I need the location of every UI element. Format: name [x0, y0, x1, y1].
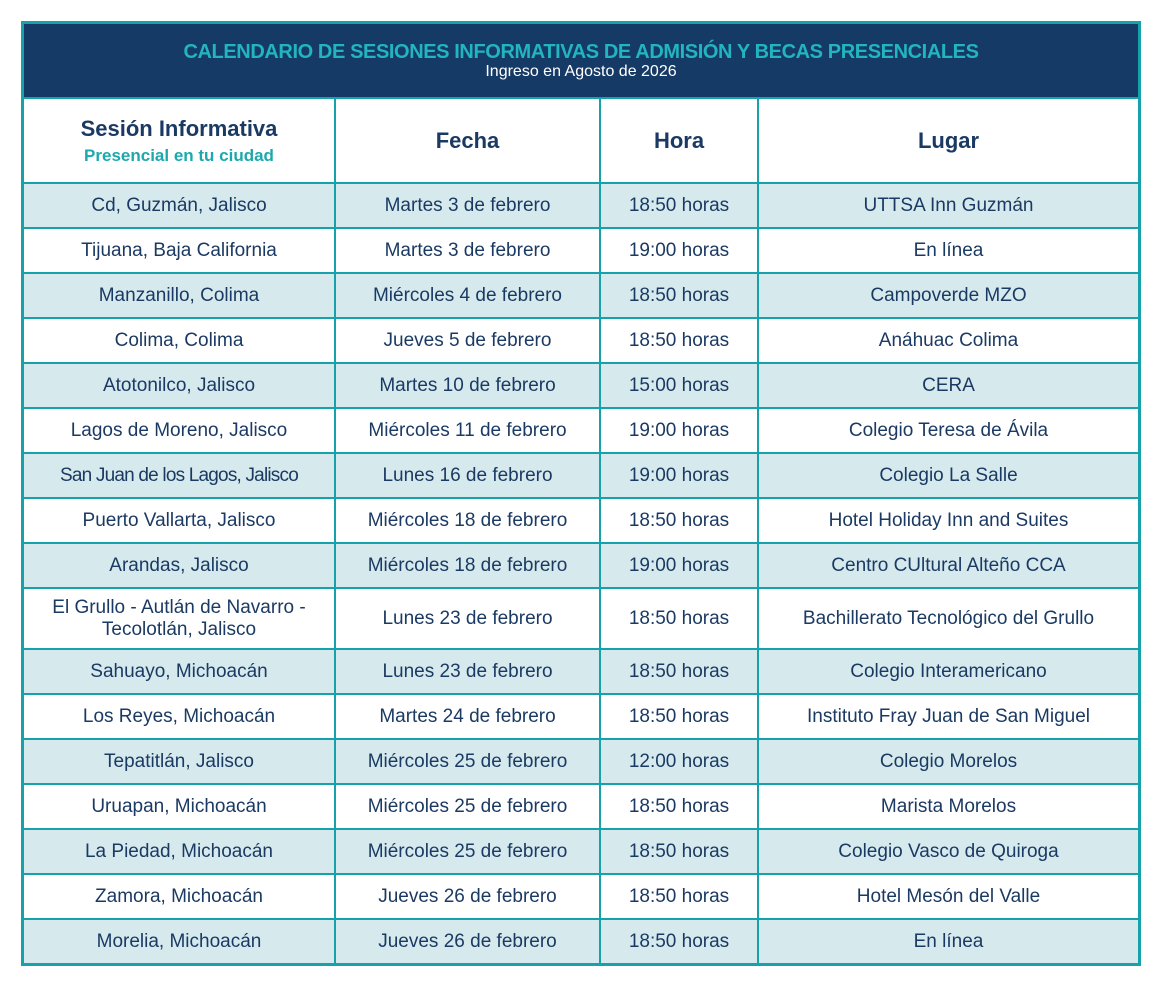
cell-time: 18:50 horas [599, 272, 759, 319]
table-row: Colima, Colima Jueves 5 de febrero 18:50… [24, 317, 1138, 364]
cell-time: 18:50 horas [599, 828, 759, 875]
column-header-place: Lugar [757, 99, 1138, 184]
cell-date: Miércoles 25 de febrero [334, 828, 601, 875]
cell-city: San Juan de los Lagos, Jalisco [24, 452, 336, 499]
cell-city: Cd, Guzmán, Jalisco [24, 182, 336, 229]
cell-city: Uruapan, Michoacán [24, 783, 336, 830]
table-row: La Piedad, Michoacán Miércoles 25 de feb… [24, 828, 1138, 875]
column-header-date: Fecha [334, 99, 601, 184]
cell-time: 18:50 horas [599, 317, 759, 364]
cell-city: Manzanillo, Colima [24, 272, 336, 319]
cell-city: Colima, Colima [24, 317, 336, 364]
cell-place: Colegio Teresa de Ávila [757, 407, 1138, 454]
cell-time: 19:00 horas [599, 227, 759, 274]
cell-time: 18:50 horas [599, 587, 759, 650]
cell-city: Puerto Vallarta, Jalisco [24, 497, 336, 544]
table-row: Tepatitlán, Jalisco Miércoles 25 de febr… [24, 738, 1138, 785]
cell-date: Martes 10 de febrero [334, 362, 601, 409]
cell-place: Campoverde MZO [757, 272, 1138, 319]
table-row: El Grullo - Autlán de Navarro - Tecolotl… [24, 587, 1138, 650]
table-row: Cd, Guzmán, Jalisco Martes 3 de febrero … [24, 182, 1138, 229]
cell-date: Jueves 26 de febrero [334, 918, 601, 963]
column-header-session: Sesión Informativa Presencial en tu ciud… [24, 99, 336, 184]
cell-place: Marista Morelos [757, 783, 1138, 830]
cell-place: Hotel Mesón del Valle [757, 873, 1138, 920]
cell-time: 19:00 horas [599, 407, 759, 454]
cell-time: 18:50 horas [599, 182, 759, 229]
cell-date: Jueves 26 de febrero [334, 873, 601, 920]
table-row: Morelia, Michoacán Jueves 26 de febrero … [24, 918, 1138, 963]
table-row: Arandas, Jalisco Miércoles 18 de febrero… [24, 542, 1138, 589]
cell-time: 12:00 horas [599, 738, 759, 785]
cell-place: Colegio Interamericano [757, 648, 1138, 695]
table-row: Uruapan, Michoacán Miércoles 25 de febre… [24, 783, 1138, 830]
cell-time: 18:50 horas [599, 648, 759, 695]
column-header-session-sublabel: Presencial en tu ciudad [84, 145, 274, 165]
cell-time: 18:50 horas [599, 497, 759, 544]
cell-place: Colegio Morelos [757, 738, 1138, 785]
cell-date: Miércoles 18 de febrero [334, 542, 601, 589]
cell-place: En línea [757, 227, 1138, 274]
cell-date: Martes 24 de febrero [334, 693, 601, 740]
column-header-time: Hora [599, 99, 759, 184]
cell-city: Zamora, Michoacán [24, 873, 336, 920]
table-row: Lagos de Moreno, Jalisco Miércoles 11 de… [24, 407, 1138, 454]
cell-place: Instituto Fray Juan de San Miguel [757, 693, 1138, 740]
cell-date: Jueves 5 de febrero [334, 317, 601, 364]
cell-time: 18:50 horas [599, 783, 759, 830]
cell-date: Miércoles 25 de febrero [334, 783, 601, 830]
cell-city: Sahuayo, Michoacán [24, 648, 336, 695]
cell-time: 19:00 horas [599, 452, 759, 499]
cell-place: Hotel Holiday Inn and Suites [757, 497, 1138, 544]
cell-place: CERA [757, 362, 1138, 409]
cell-city: Tepatitlán, Jalisco [24, 738, 336, 785]
cell-place: Anáhuac Colima [757, 317, 1138, 364]
cell-place: Centro CUltural Alteño CCA [757, 542, 1138, 589]
cell-place: Colegio Vasco de Quiroga [757, 828, 1138, 875]
cell-date: Miércoles 4 de febrero [334, 272, 601, 319]
table-row: Atotonilco, Jalisco Martes 10 de febrero… [24, 362, 1138, 409]
table-header-row: Sesión Informativa Presencial en tu ciud… [24, 99, 1138, 184]
cell-city: Los Reyes, Michoacán [24, 693, 336, 740]
cell-city: El Grullo - Autlán de Navarro - Tecolotl… [24, 587, 336, 650]
cell-date: Miércoles 18 de febrero [334, 497, 601, 544]
cell-time: 18:50 horas [599, 873, 759, 920]
cell-city: La Piedad, Michoacán [24, 828, 336, 875]
cell-place: UTTSA Inn Guzmán [757, 182, 1138, 229]
schedule-title: CALENDARIO DE SESIONES INFORMATIVAS DE A… [183, 41, 979, 63]
table-row: Manzanillo, Colima Miércoles 4 de febrer… [24, 272, 1138, 319]
cell-city: Tijuana, Baja California [24, 227, 336, 274]
table-row: Los Reyes, Michoacán Martes 24 de febrer… [24, 693, 1138, 740]
sessions-schedule: CALENDARIO DE SESIONES INFORMATIVAS DE A… [21, 21, 1141, 966]
cell-time: 18:50 horas [599, 918, 759, 963]
cell-time: 19:00 horas [599, 542, 759, 589]
cell-date: Martes 3 de febrero [334, 227, 601, 274]
cell-date: Miércoles 11 de febrero [334, 407, 601, 454]
cell-place: En línea [757, 918, 1138, 963]
cell-place: Colegio La Salle [757, 452, 1138, 499]
sessions-table: Sesión Informativa Presencial en tu ciud… [24, 99, 1138, 963]
cell-place: Bachillerato Tecnológico del Grullo [757, 587, 1138, 650]
table-row: Zamora, Michoacán Jueves 26 de febrero 1… [24, 873, 1138, 920]
cell-date: Martes 3 de febrero [334, 182, 601, 229]
cell-time: 18:50 horas [599, 693, 759, 740]
cell-date: Lunes 23 de febrero [334, 648, 601, 695]
schedule-banner: CALENDARIO DE SESIONES INFORMATIVAS DE A… [24, 24, 1138, 99]
table-row: Puerto Vallarta, Jalisco Miércoles 18 de… [24, 497, 1138, 544]
cell-date: Lunes 23 de febrero [334, 587, 601, 650]
table-row: Tijuana, Baja California Martes 3 de feb… [24, 227, 1138, 274]
cell-city: Arandas, Jalisco [24, 542, 336, 589]
table-row: Sahuayo, Michoacán Lunes 23 de febrero 1… [24, 648, 1138, 695]
column-header-session-label: Sesión Informativa [80, 115, 278, 141]
cell-time: 15:00 horas [599, 362, 759, 409]
cell-date: Lunes 16 de febrero [334, 452, 601, 499]
table-row: San Juan de los Lagos, Jalisco Lunes 16 … [24, 452, 1138, 499]
schedule-subtitle: Ingreso en Agosto de 2026 [485, 63, 677, 80]
cell-city: Morelia, Michoacán [24, 918, 336, 963]
cell-city: Atotonilco, Jalisco [24, 362, 336, 409]
cell-date: Miércoles 25 de febrero [334, 738, 601, 785]
cell-city: Lagos de Moreno, Jalisco [24, 407, 336, 454]
